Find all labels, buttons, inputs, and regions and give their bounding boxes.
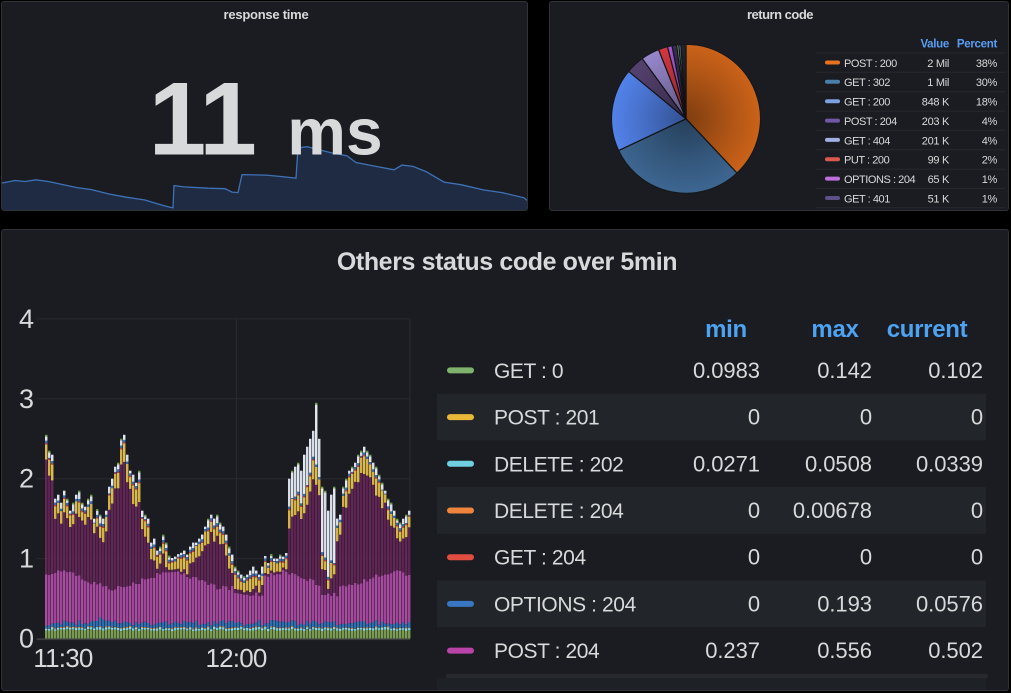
svg-text:0.00678: 0.00678 [793,498,872,523]
svg-text:Percent: Percent [957,39,998,51]
svg-text:return code: return code [747,7,813,22]
svg-text:min: min [705,316,747,343]
svg-text:2%: 2% [982,155,998,167]
svg-text:0.502: 0.502 [928,638,983,663]
svg-text:1%: 1% [982,193,998,205]
svg-text:OPTIONS : 204: OPTIONS : 204 [844,174,916,186]
svg-text:0.102: 0.102 [928,358,983,383]
svg-text:4%: 4% [982,116,998,128]
svg-text:GET : 0: GET : 0 [494,360,563,383]
svg-text:POST : 200: POST : 200 [844,58,897,70]
svg-text:0.142: 0.142 [817,358,872,383]
svg-text:0.0983: 0.0983 [693,358,760,383]
svg-text:11:30: 11:30 [33,643,92,673]
svg-text:4: 4 [19,304,34,334]
svg-text:PUT : 200: PUT : 200 [844,155,890,167]
svg-text:GET : 302: GET : 302 [844,77,890,89]
svg-text:65 K: 65 K [928,174,950,186]
svg-text:0: 0 [748,405,760,430]
svg-text:POST : 204: POST : 204 [494,640,600,663]
svg-text:0: 0 [19,624,34,654]
svg-text:GET : 404: GET : 404 [844,135,890,147]
svg-text:0.556: 0.556 [817,638,872,663]
svg-text:Value: Value [920,39,949,51]
svg-text:0.193: 0.193 [817,591,872,616]
svg-text:DELETE : 204: DELETE : 204 [494,500,624,523]
svg-text:11: 11 [149,62,256,178]
svg-text:0: 0 [971,545,983,570]
svg-text:current: current [887,316,968,343]
svg-text:0: 0 [971,498,983,523]
svg-text:max: max [811,316,859,343]
svg-text:0: 0 [971,405,983,430]
svg-text:99 K: 99 K [928,155,950,167]
svg-text:OPTIONS : 204: OPTIONS : 204 [494,593,637,616]
svg-text:0.237: 0.237 [705,638,760,663]
svg-text:4%: 4% [982,135,998,147]
svg-text:0: 0 [748,498,760,523]
svg-text:1: 1 [19,544,34,574]
svg-text:0: 0 [748,545,760,570]
svg-text:POST : 204: POST : 204 [844,116,897,128]
svg-text:POST : 201: POST : 201 [494,407,599,430]
svg-text:0.0339: 0.0339 [916,451,983,476]
svg-text:2: 2 [19,464,34,494]
svg-text:ms: ms [287,95,382,169]
svg-text:38%: 38% [976,58,998,70]
svg-text:response time: response time [224,7,309,22]
svg-text:0: 0 [860,405,872,430]
svg-text:2 Mil: 2 Mil [927,58,949,70]
svg-text:30%: 30% [976,77,998,89]
svg-text:GET : 200: GET : 200 [844,97,890,109]
svg-text:1%: 1% [982,174,998,186]
svg-text:0: 0 [860,545,872,570]
svg-text:1 Mil: 1 Mil [927,77,949,89]
svg-text:18%: 18% [976,97,998,109]
svg-text:0.0508: 0.0508 [805,451,872,476]
svg-text:Others status code over 5min: Others status code over 5min [337,248,677,276]
svg-text:0.0576: 0.0576 [916,591,983,616]
svg-text:0.0271: 0.0271 [693,451,760,476]
svg-text:848 K: 848 K [922,97,950,109]
svg-text:3: 3 [19,384,34,414]
svg-text:DELETE : 202: DELETE : 202 [494,453,623,476]
svg-text:201 K: 201 K [922,135,950,147]
svg-text:12:00: 12:00 [205,643,266,673]
svg-text:51 K: 51 K [928,193,950,205]
svg-text:0: 0 [748,591,760,616]
svg-text:203 K: 203 K [922,116,950,128]
svg-text:GET : 401: GET : 401 [844,193,890,205]
svg-text:GET : 204: GET : 204 [494,547,586,570]
